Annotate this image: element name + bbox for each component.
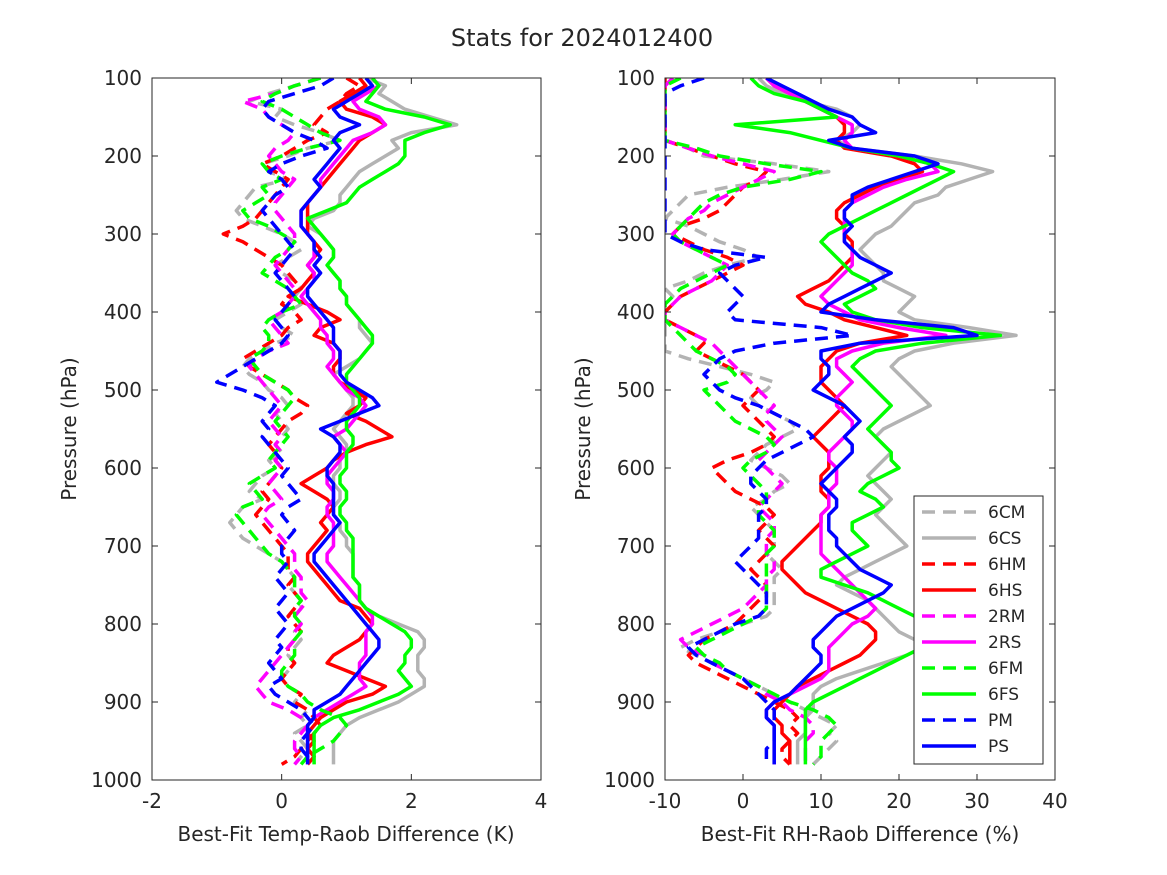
temp-series-group: [215, 78, 459, 766]
temp-ticks-group: -2 0 2 4 100 200 300 400 500 600 700 800 900 1000: [91, 66, 547, 813]
rh-ticks-group: -10 0 10 20 30 40 100 200 300 400 500 600 700 800 900 1…: [604, 66, 1068, 813]
temp-x-tick-label: -2: [142, 789, 162, 813]
legend-label-2rm: 2RM: [988, 607, 1025, 627]
temp-y-tick-label: 100: [104, 66, 142, 90]
temp-y-tick-label: 500: [104, 378, 142, 402]
rh-y-axis-label: Pressure (hPa): [571, 357, 595, 500]
rh-panel: -10 0 10 20 30 40 100 200 300 400 500 600 700 800 900 1…: [571, 66, 1068, 846]
rh-x-tick-label: 10: [808, 789, 833, 813]
temp-y-tick-label: 800: [104, 612, 142, 636]
rh-legend: 6CM 6CS 6HM 6HS 2RM 2RS 6FM 6FS PM PS: [913, 495, 1044, 765]
legend-label-6fm: 6FM: [988, 659, 1023, 679]
rh-series-6fm: [665, 78, 839, 766]
legend-label-6hs: 6HS: [988, 581, 1022, 601]
temp-series-pm: [215, 78, 335, 765]
temp-series-6fs: [305, 78, 452, 765]
rh-x-tick-label: 0: [737, 789, 750, 813]
temp-x-axis-label: Best-Fit Temp-Raob Difference (K): [177, 822, 514, 846]
rh-y-tick-label: 1000: [604, 768, 655, 792]
rh-x-tick-label: -10: [649, 789, 682, 813]
temp-axes-box: [151, 77, 542, 781]
temp-x-tick-label: 2: [405, 789, 418, 813]
rh-y-tick-label: 600: [617, 456, 655, 480]
temp-y-tick-label: 700: [104, 534, 142, 558]
legend-label-2rs: 2RS: [988, 633, 1021, 653]
temp-series-ps: [299, 78, 381, 765]
rh-y-tick-label: 700: [617, 534, 655, 558]
temp-y-tick-label: 1000: [91, 768, 142, 792]
rh-y-tick-label: 400: [617, 300, 655, 324]
temp-panel: -2 0 2 4 100 200 300 400 500 600 700 800 900 1000 Bes…: [57, 66, 547, 846]
rh-x-axis-label: Best-Fit RH-Raob Difference (%): [701, 822, 1020, 846]
temp-y-tick-label: 400: [104, 300, 142, 324]
legend-label-ps: PS: [988, 737, 1009, 757]
legend-label-6fs: 6FS: [988, 685, 1019, 705]
rh-series-pm: [665, 78, 854, 765]
legend-label-6cm: 6CM: [988, 503, 1025, 523]
rh-series-6hm: [665, 78, 800, 766]
rh-series-2rs: [764, 78, 948, 765]
temp-x-tick-label: 0: [275, 789, 288, 813]
rh-series-2rm: [665, 78, 815, 765]
temp-y-tick-label: 300: [104, 222, 142, 246]
rh-x-tick-label: 30: [964, 789, 989, 813]
legend-items: 6CM 6CS 6HM 6HS 2RM 2RS 6FM 6FS PM PS: [922, 503, 1026, 757]
rh-y-tick-label: 200: [617, 144, 655, 168]
rh-series-ps: [764, 78, 979, 765]
rh-x-tick-label: 20: [886, 789, 911, 813]
temp-series-6fm: [234, 78, 349, 766]
figure-title: Stats for 2024012400: [451, 24, 713, 52]
rh-y-tick-label: 900: [617, 690, 655, 714]
rh-series-6hs: [765, 78, 925, 765]
temp-y-axis-label: Pressure (hPa): [57, 357, 81, 500]
rh-axes-box: [664, 77, 1056, 781]
rh-y-tick-label: 800: [617, 612, 655, 636]
legend-label-6hm: 6HM: [988, 555, 1026, 575]
temp-series-6cm: [228, 78, 342, 766]
rh-x-tick-label: 40: [1042, 789, 1067, 813]
rh-y-tick-label: 100: [617, 66, 655, 90]
temp-y-tick-label: 600: [104, 456, 142, 480]
legend-box: [913, 495, 1044, 765]
rh-y-tick-label: 500: [617, 378, 655, 402]
legend-label-6cs: 6CS: [988, 529, 1021, 549]
temp-x-tick-label: 4: [535, 789, 548, 813]
legend-label-pm: PM: [988, 711, 1013, 731]
temp-y-tick-label: 200: [104, 144, 142, 168]
rh-y-tick-label: 300: [617, 222, 655, 246]
temp-y-tick-label: 900: [104, 690, 142, 714]
